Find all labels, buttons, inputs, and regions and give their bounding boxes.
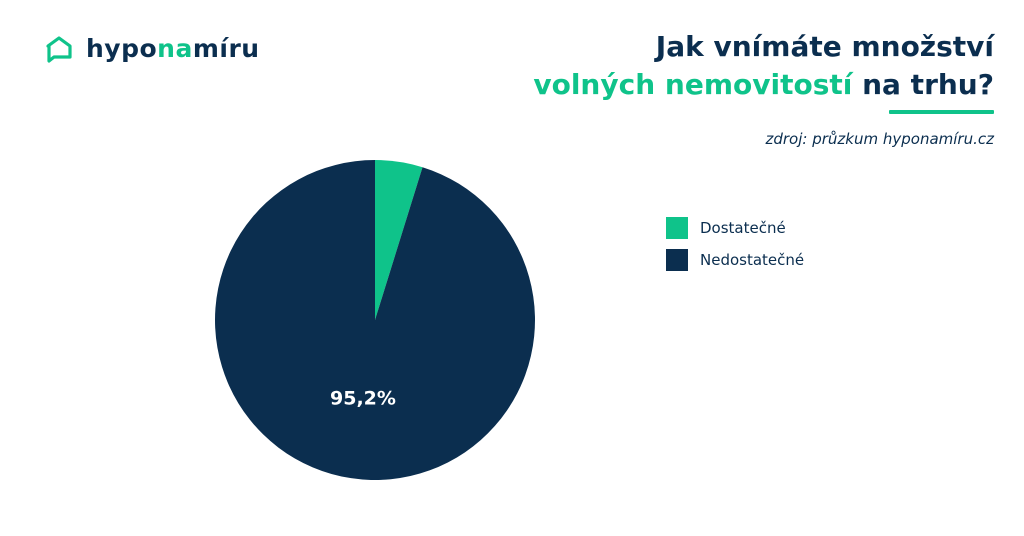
pie-slice-dostatecne bbox=[375, 160, 423, 320]
legend-swatch-dostatecne bbox=[666, 217, 688, 239]
title-line-1: Jak vnímáte množství bbox=[655, 30, 994, 63]
brand-name-prefix: hypo bbox=[86, 34, 158, 63]
title-line-2-rest: na trhu? bbox=[852, 68, 994, 101]
legend-label-nedostatecne: Nedostatečné bbox=[700, 251, 805, 269]
title-line-2: volných nemovitostí na trhu? bbox=[533, 66, 994, 104]
title-underline bbox=[889, 110, 994, 114]
legend-item-nedostatecne: Nedostatečné bbox=[666, 246, 804, 274]
chart-legend: Dostatečné Nedostatečné bbox=[666, 214, 804, 278]
legend-swatch-nedostatecne bbox=[666, 249, 688, 271]
legend-label-dostatecne: Dostatečné bbox=[700, 219, 786, 237]
brand-name-suffix: míru bbox=[192, 34, 260, 63]
pie-chart: 95,2% bbox=[215, 160, 535, 480]
chart-title: Jak vnímáte množství volných nemovitostí… bbox=[533, 28, 994, 114]
pie-slice-nedostatecne bbox=[215, 160, 535, 480]
brand-name-accent: na bbox=[157, 34, 193, 63]
brand-name: hyponamíru bbox=[86, 34, 260, 64]
legend-item-dostatecne: Dostatečné bbox=[666, 214, 804, 242]
house-chat-icon bbox=[46, 36, 72, 63]
brand-logo: hyponamíru bbox=[44, 34, 260, 64]
source-note: zdroj: průzkum hyponamíru.cz bbox=[765, 130, 995, 148]
pie-data-label-nedostatecne: 95,2% bbox=[330, 388, 396, 410]
title-line-2-accent: volných nemovitostí bbox=[533, 68, 853, 101]
